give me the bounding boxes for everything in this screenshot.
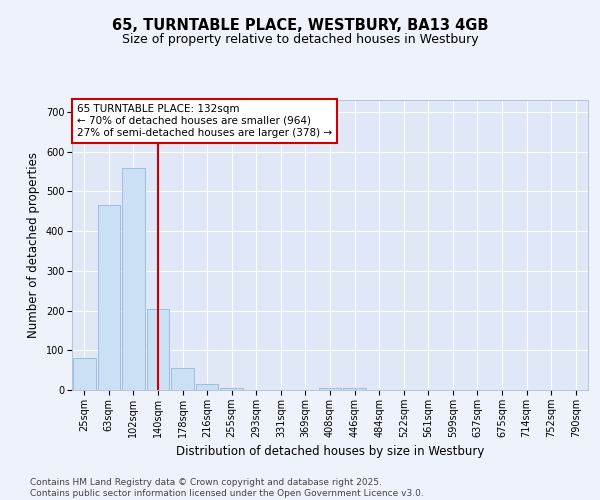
Bar [146, 308, 169, 390]
Bar [98, 206, 120, 390]
Bar [73, 358, 95, 390]
Y-axis label: Number of detached properties: Number of detached properties [28, 152, 40, 338]
Bar [319, 388, 341, 390]
Bar [171, 368, 194, 390]
Bar [122, 168, 145, 390]
Bar [196, 384, 218, 390]
Text: 65, TURNTABLE PLACE, WESTBURY, BA13 4GB: 65, TURNTABLE PLACE, WESTBURY, BA13 4GB [112, 18, 488, 32]
Text: Size of property relative to detached houses in Westbury: Size of property relative to detached ho… [122, 32, 478, 46]
Text: 65 TURNTABLE PLACE: 132sqm
← 70% of detached houses are smaller (964)
27% of sem: 65 TURNTABLE PLACE: 132sqm ← 70% of deta… [77, 104, 332, 138]
Text: Contains HM Land Registry data © Crown copyright and database right 2025.
Contai: Contains HM Land Registry data © Crown c… [30, 478, 424, 498]
Bar [220, 388, 243, 390]
X-axis label: Distribution of detached houses by size in Westbury: Distribution of detached houses by size … [176, 446, 484, 458]
Bar [343, 388, 366, 390]
